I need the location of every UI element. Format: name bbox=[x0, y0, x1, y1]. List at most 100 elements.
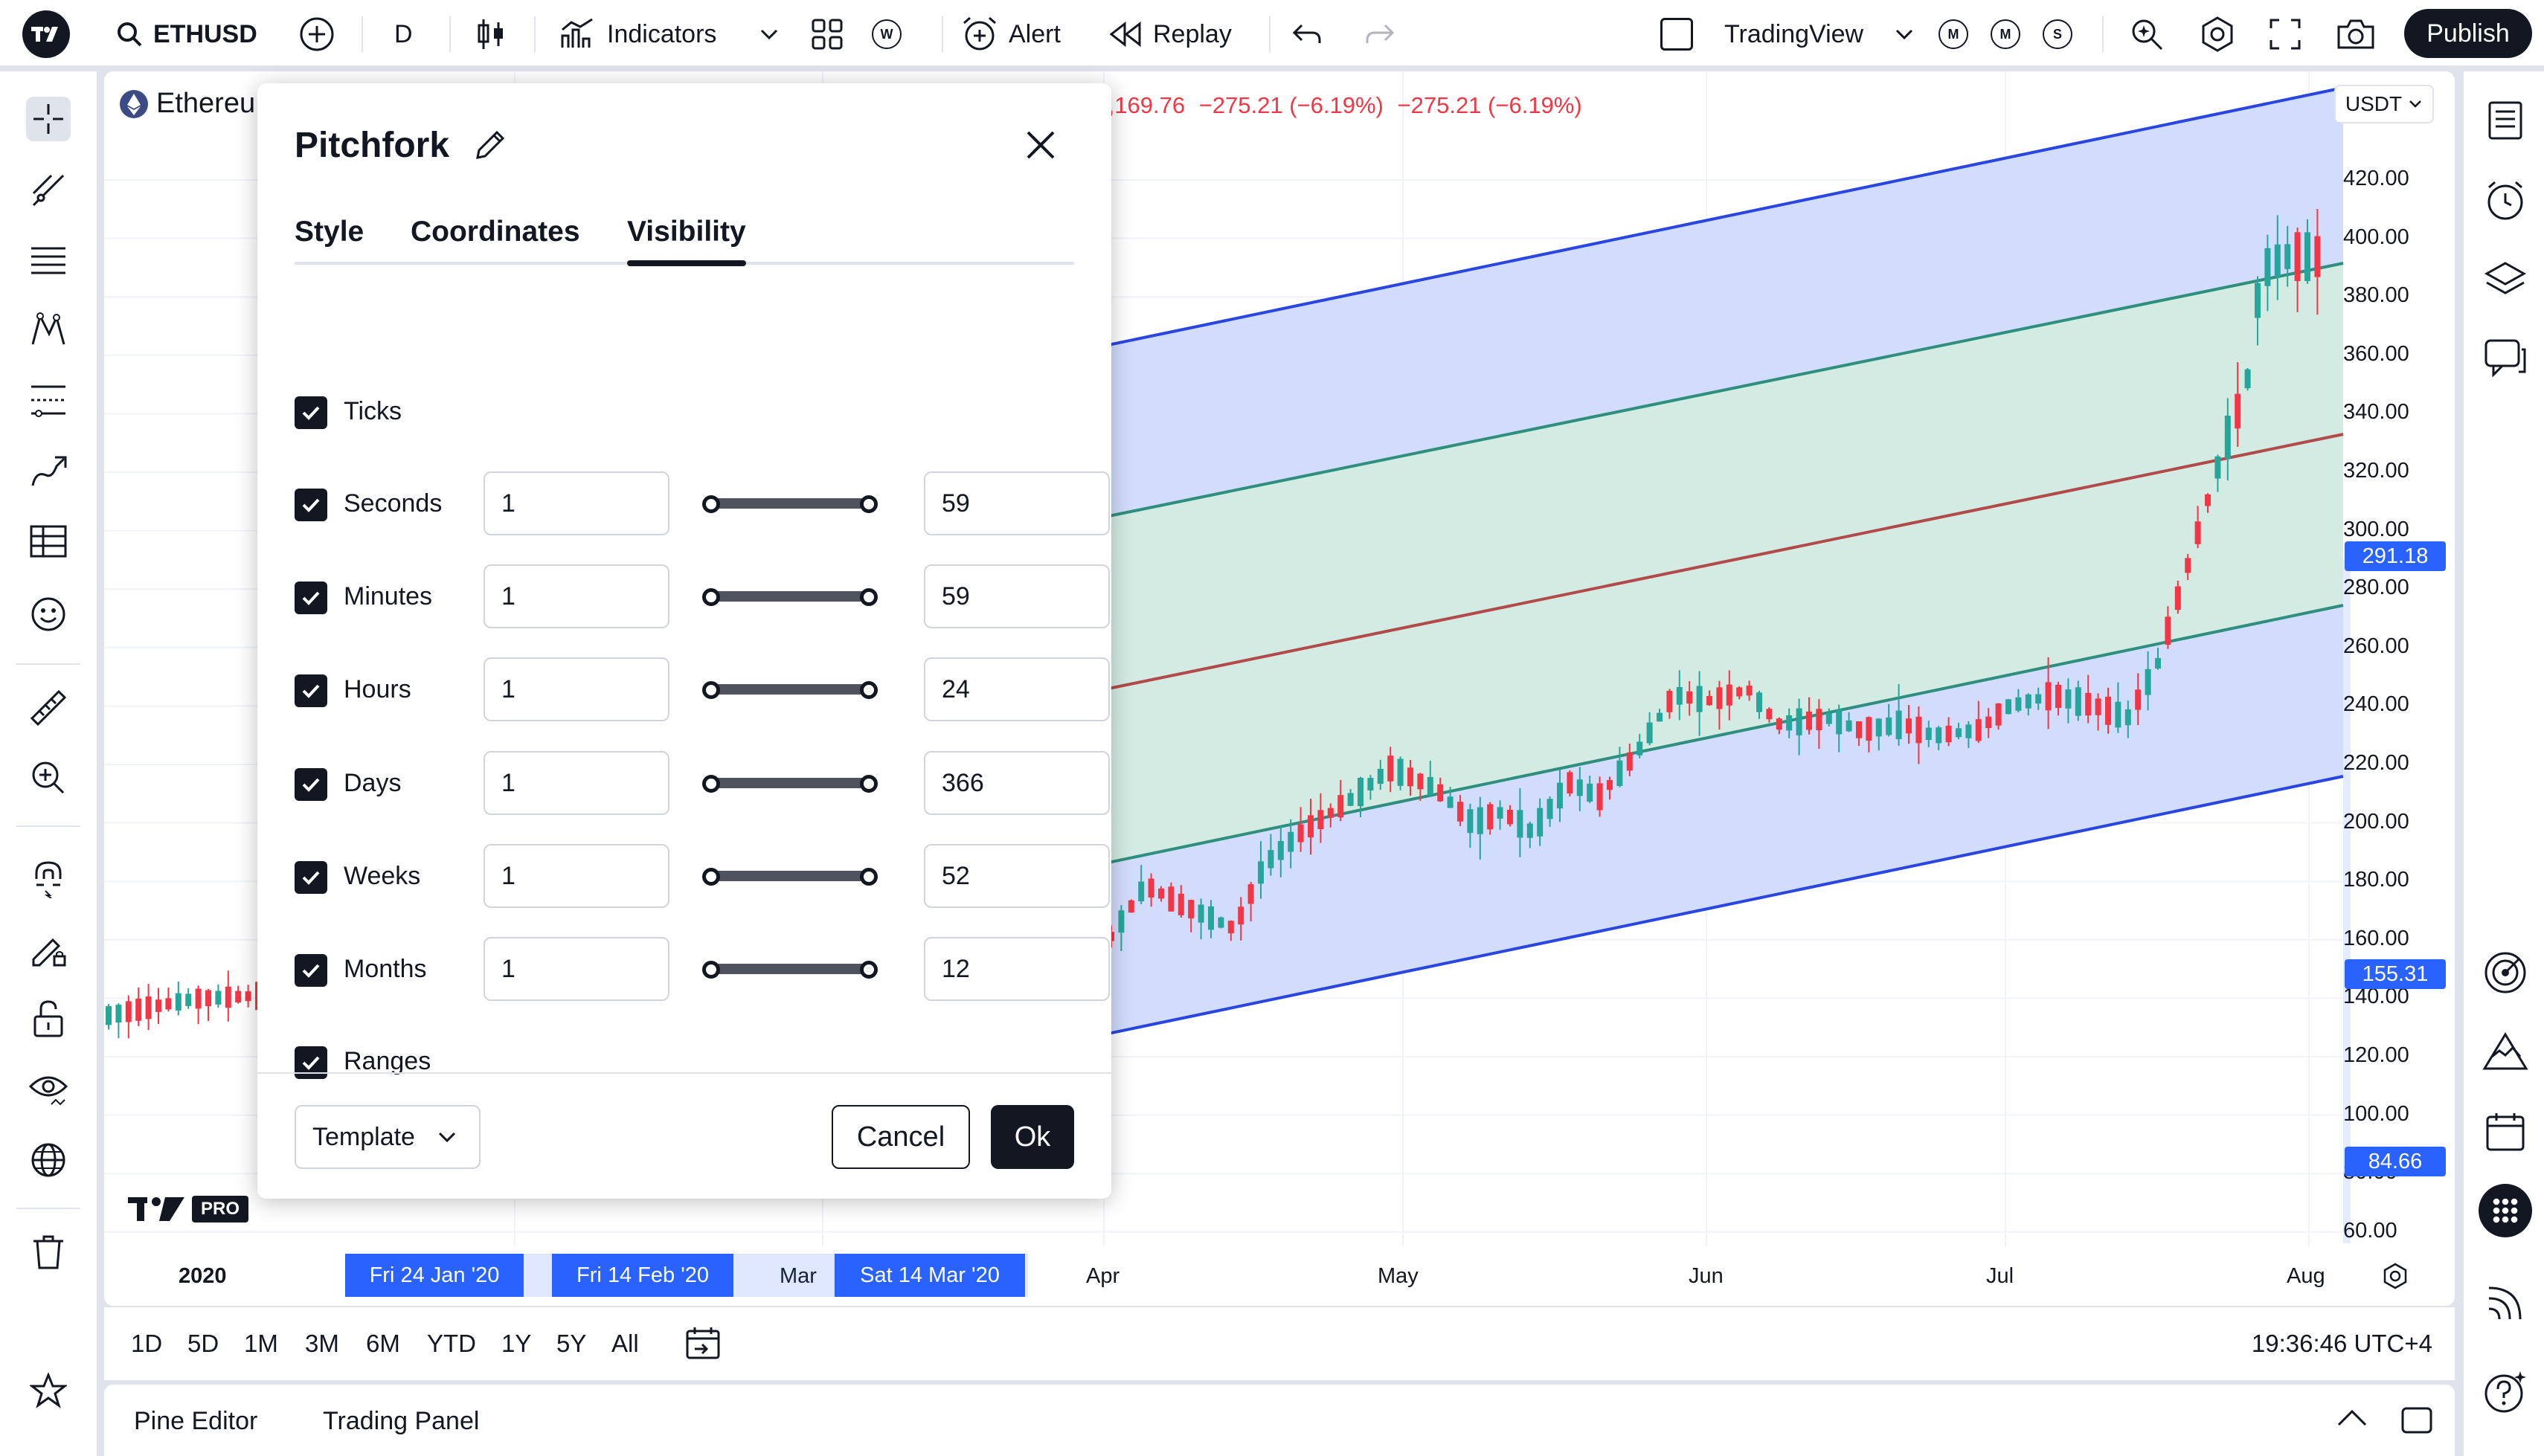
checkbox-months[interactable] bbox=[295, 954, 327, 987]
range-ytd[interactable]: YTD bbox=[427, 1330, 476, 1357]
clock-timezone[interactable]: 19:36:46 UTC+4 bbox=[2251, 1330, 2432, 1357]
range-3m[interactable]: 3M bbox=[305, 1330, 339, 1357]
weeks-to-input[interactable]: 52 bbox=[924, 844, 1110, 908]
indicators-button[interactable]: Indicators bbox=[559, 0, 716, 68]
symbol-search-button[interactable]: ETHUSD bbox=[116, 0, 257, 68]
chart-type-button[interactable] bbox=[475, 0, 507, 68]
w-badge-button[interactable]: W bbox=[872, 0, 902, 68]
help-button[interactable] bbox=[2479, 1365, 2532, 1419]
slider-max-handle[interactable] bbox=[860, 775, 878, 793]
months-range-slider[interactable] bbox=[702, 961, 878, 979]
magnet-tool[interactable] bbox=[26, 857, 71, 901]
interval-button[interactable]: D bbox=[394, 19, 413, 48]
ok-button[interactable]: Ok bbox=[991, 1105, 1074, 1169]
tab-style[interactable]: Style bbox=[295, 216, 364, 248]
seconds-from-input[interactable]: 1 bbox=[484, 471, 669, 535]
go-to-date-button[interactable] bbox=[684, 1325, 722, 1366]
days-from-input[interactable]: 1 bbox=[484, 751, 669, 815]
slider-min-handle[interactable] bbox=[702, 775, 720, 793]
range-all[interactable]: All bbox=[611, 1330, 639, 1357]
ideas-button[interactable] bbox=[2479, 946, 2532, 999]
settings-button[interactable] bbox=[2199, 0, 2236, 68]
lock-all-tool[interactable] bbox=[26, 996, 71, 1041]
range-5y[interactable]: 5Y bbox=[556, 1330, 587, 1357]
badge-m2-button[interactable]: M bbox=[1991, 0, 2020, 68]
screenshot-button[interactable] bbox=[2336, 0, 2376, 68]
seconds-to-input[interactable]: 59 bbox=[924, 471, 1110, 535]
checkbox-ticks[interactable] bbox=[295, 396, 327, 429]
slider-max-handle[interactable] bbox=[860, 961, 878, 979]
range-1y[interactable]: 1Y bbox=[501, 1330, 532, 1357]
minutes-range-slider[interactable] bbox=[702, 588, 878, 606]
price-chart[interactable] bbox=[104, 71, 2455, 1306]
collapse-panel-button[interactable] bbox=[2336, 1407, 2368, 1431]
slider-min-handle[interactable] bbox=[702, 495, 720, 513]
emoji-tool[interactable] bbox=[26, 592, 71, 637]
seconds-range-slider[interactable] bbox=[702, 495, 878, 513]
crosshair-tool[interactable] bbox=[26, 97, 71, 141]
slider-max-handle[interactable] bbox=[860, 495, 878, 513]
undo-button[interactable] bbox=[1291, 0, 1323, 68]
minutes-to-input[interactable]: 59 bbox=[924, 564, 1110, 628]
checkbox-minutes[interactable] bbox=[295, 582, 327, 614]
tradingview-logo-icon[interactable] bbox=[22, 0, 70, 68]
zoom-tool[interactable] bbox=[26, 756, 71, 800]
hours-range-slider[interactable] bbox=[702, 681, 878, 699]
indicators-dropdown-button[interactable] bbox=[759, 0, 780, 68]
object-tree-button[interactable] bbox=[2479, 253, 2532, 306]
weeks-range-slider[interactable] bbox=[702, 868, 878, 886]
calendar-button[interactable] bbox=[2479, 1105, 2532, 1159]
months-to-input[interactable]: 12 bbox=[924, 937, 1110, 1001]
slider-max-handle[interactable] bbox=[860, 868, 878, 886]
fib-tool[interactable] bbox=[26, 238, 71, 283]
cancel-button[interactable]: Cancel bbox=[832, 1105, 970, 1169]
tab-pine-editor[interactable]: Pine Editor bbox=[134, 1407, 258, 1435]
brush-tool[interactable] bbox=[26, 449, 71, 494]
remove-drawings-tool[interactable] bbox=[26, 1230, 71, 1275]
template-dropdown[interactable]: Template bbox=[295, 1105, 481, 1169]
hours-to-input[interactable]: 24 bbox=[924, 657, 1110, 721]
scale-settings-button[interactable] bbox=[2382, 1263, 2409, 1293]
lock-drawing-tool[interactable] bbox=[26, 927, 71, 971]
tab-coordinates[interactable]: Coordinates bbox=[411, 216, 580, 248]
layout-checkbox[interactable] bbox=[1660, 0, 1693, 68]
minutes-from-input[interactable]: 1 bbox=[484, 564, 669, 628]
slider-min-handle[interactable] bbox=[702, 961, 720, 979]
close-button[interactable] bbox=[1024, 128, 1058, 166]
badge-m1-button[interactable]: M bbox=[1938, 0, 1968, 68]
chats-button[interactable] bbox=[2479, 332, 2532, 385]
tab-trading-panel[interactable]: Trading Panel bbox=[323, 1407, 480, 1435]
slider-min-handle[interactable] bbox=[702, 868, 720, 886]
badge-s-button[interactable]: S bbox=[2043, 0, 2072, 68]
weeks-from-input[interactable]: 1 bbox=[484, 844, 669, 908]
table-tool[interactable] bbox=[26, 519, 71, 564]
slider-min-handle[interactable] bbox=[702, 588, 720, 606]
range-5d[interactable]: 5D bbox=[187, 1330, 219, 1357]
object-tree-tool[interactable] bbox=[26, 1138, 71, 1182]
replay-button[interactable]: Replay bbox=[1108, 0, 1232, 68]
products-button[interactable] bbox=[2479, 1184, 2532, 1237]
watchlist-button[interactable] bbox=[2479, 94, 2532, 147]
redo-button[interactable] bbox=[1364, 0, 1395, 68]
maximize-panel-button[interactable] bbox=[2400, 1405, 2434, 1439]
alerts-button[interactable] bbox=[2479, 174, 2532, 228]
tab-visibility[interactable]: Visibility bbox=[627, 216, 746, 248]
prediction-tool[interactable] bbox=[26, 378, 71, 422]
checkbox-ranges[interactable] bbox=[295, 1046, 327, 1079]
layout-dropdown-button[interactable] bbox=[1894, 0, 1915, 68]
checkbox-hours[interactable] bbox=[295, 674, 327, 707]
slider-min-handle[interactable] bbox=[702, 681, 720, 699]
range-1d[interactable]: 1D bbox=[131, 1330, 163, 1357]
templates-button[interactable] bbox=[811, 0, 844, 68]
measure-tool[interactable] bbox=[26, 686, 71, 730]
range-1m[interactable]: 1M bbox=[244, 1330, 278, 1357]
fullscreen-button[interactable] bbox=[2269, 0, 2302, 68]
alert-button[interactable]: Alert bbox=[961, 0, 1061, 68]
currency-selector[interactable]: USDT bbox=[2334, 85, 2434, 123]
checkbox-weeks[interactable] bbox=[295, 861, 327, 894]
days-range-slider[interactable] bbox=[702, 775, 878, 793]
checkbox-days[interactable] bbox=[295, 768, 327, 801]
layout-name[interactable]: TradingView bbox=[1724, 19, 1864, 48]
months-from-input[interactable]: 1 bbox=[484, 937, 669, 1001]
rename-button[interactable] bbox=[473, 128, 507, 166]
